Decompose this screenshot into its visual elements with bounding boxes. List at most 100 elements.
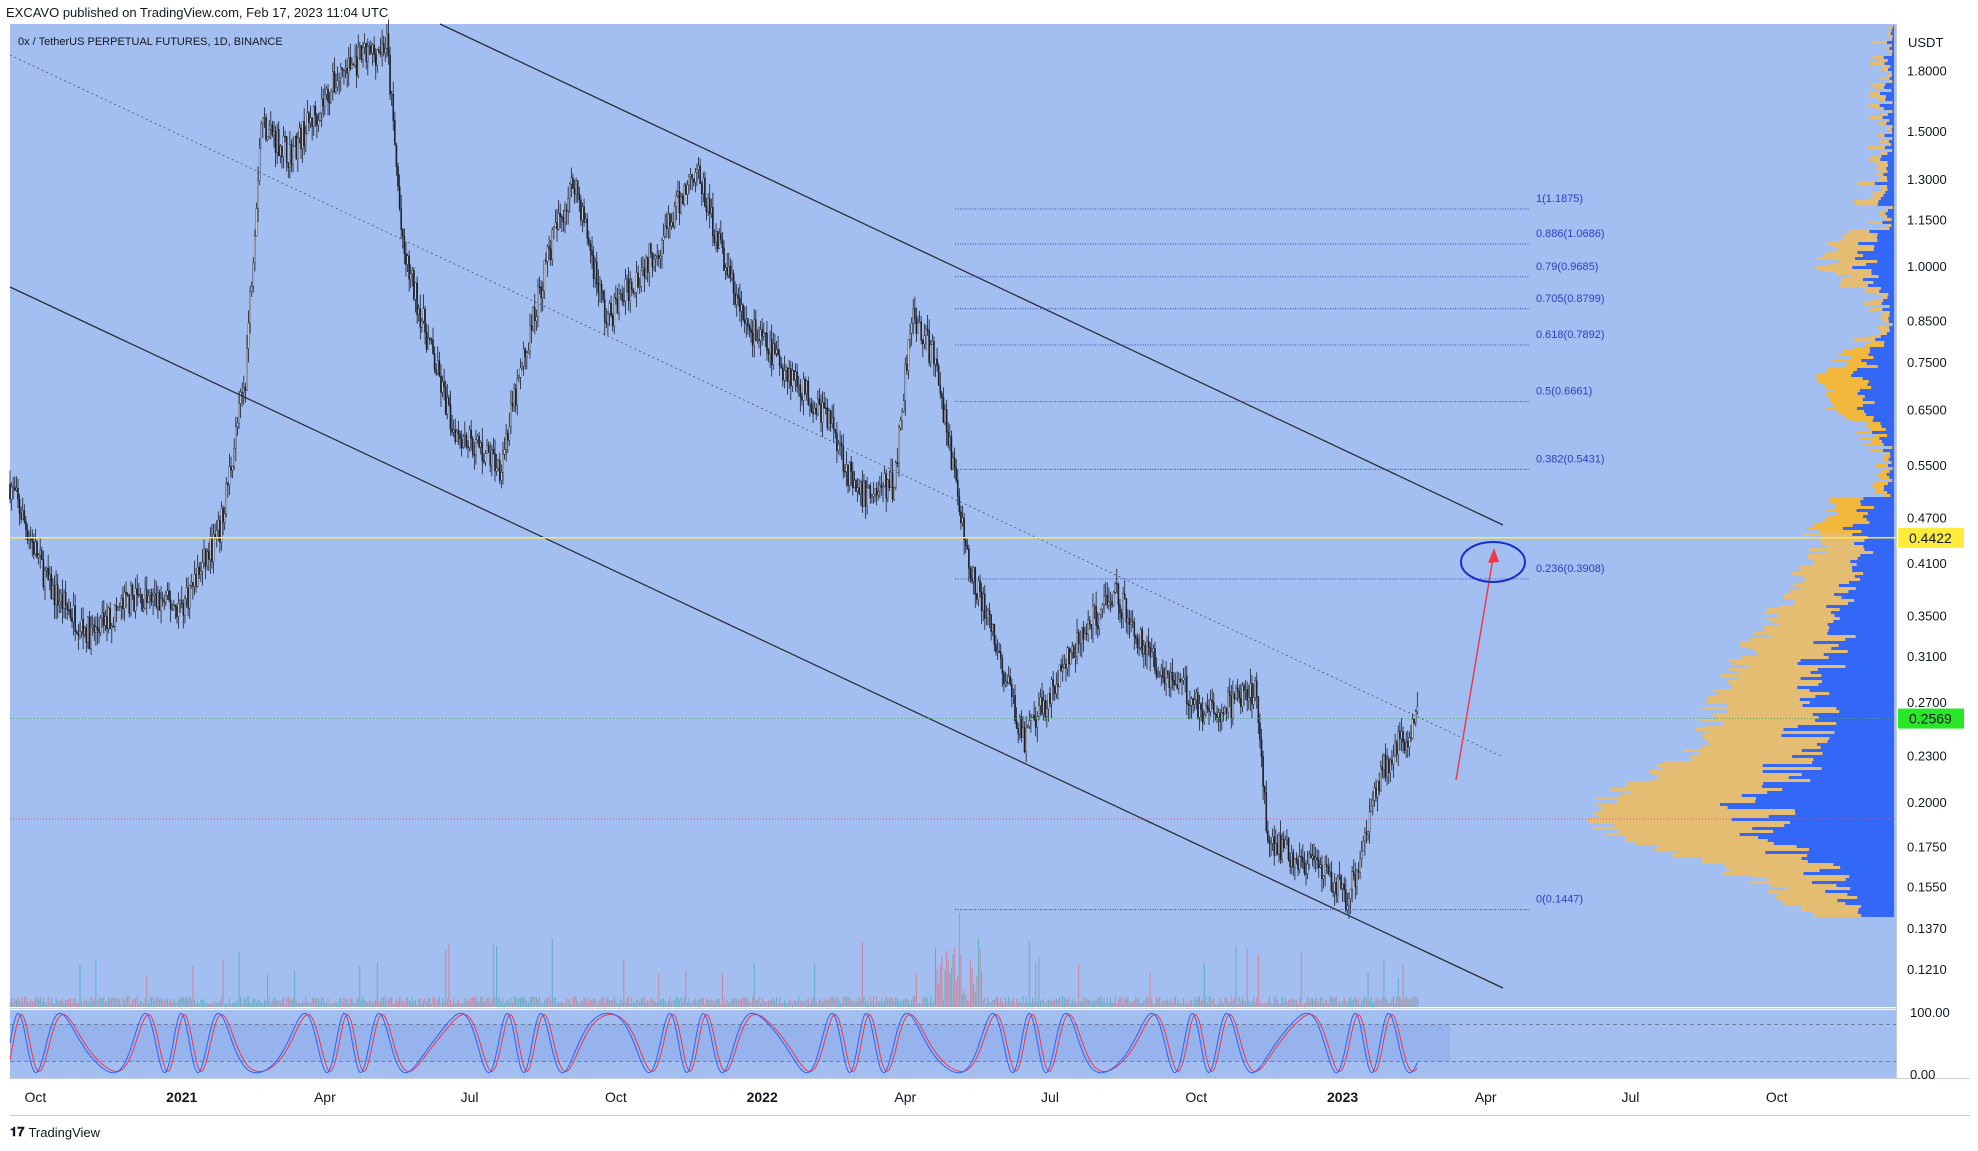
candle-body <box>133 595 135 612</box>
volume-bar <box>1372 1001 1374 1007</box>
profile-row <box>1594 827 1894 830</box>
candle-body <box>44 569 46 588</box>
candle-body <box>425 332 428 350</box>
candle-body <box>494 453 496 472</box>
volume-bar <box>628 996 630 1007</box>
profile-row-up <box>1761 785 1894 788</box>
profile-row-up <box>1801 773 1894 776</box>
profile-row <box>1836 272 1894 275</box>
volume-bar <box>419 998 421 1007</box>
volume-bar <box>395 998 397 1007</box>
profile-row <box>1770 884 1894 887</box>
candle-body <box>373 44 375 55</box>
profile-row-up <box>1831 647 1894 650</box>
volume-bar <box>90 997 92 1007</box>
profile-row-up <box>1850 560 1894 563</box>
candle-body <box>417 308 420 316</box>
candle-body <box>529 325 531 352</box>
volume-bar <box>523 997 525 1007</box>
candle-body <box>424 308 426 333</box>
profile-row <box>1870 308 1894 311</box>
candle-body <box>459 433 461 440</box>
candle-body <box>446 397 449 415</box>
volume-bar <box>271 1000 273 1007</box>
profile-row <box>1890 110 1894 113</box>
profile-row <box>1705 701 1894 704</box>
profile-row-up <box>1817 668 1894 671</box>
candle-body <box>879 484 881 492</box>
candle-body <box>470 429 472 439</box>
profile-row-up <box>1890 494 1894 497</box>
profile-row-up <box>1889 119 1894 122</box>
volume-bar <box>1415 996 1417 1007</box>
profile-row <box>1835 506 1894 509</box>
tradingview-footer[interactable]: 𝟏𝟕 TradingView <box>10 1124 100 1140</box>
volume-bar <box>1246 948 1248 1007</box>
candle-body <box>654 255 657 260</box>
volume-bar <box>125 997 127 1007</box>
candle-body <box>861 481 864 507</box>
candle-body <box>1052 679 1054 687</box>
volume-bar <box>944 969 946 1007</box>
profile-row-up <box>1889 470 1894 473</box>
candle-body <box>696 169 698 173</box>
volume-bar <box>1073 1001 1075 1007</box>
profile-row-up <box>1803 872 1894 875</box>
candle-body <box>1343 883 1345 890</box>
profile-row-up <box>1847 650 1894 653</box>
candle-body <box>1352 871 1355 876</box>
volume-bar <box>162 999 164 1007</box>
candle-body <box>282 135 285 158</box>
candle-body <box>874 488 876 495</box>
volume-bar <box>1071 998 1073 1007</box>
candle-body <box>451 428 453 433</box>
volume-bar <box>1343 997 1345 1007</box>
volume-bar <box>1253 996 1255 1007</box>
profile-row <box>1879 77 1894 80</box>
volume-bar <box>426 1001 428 1007</box>
volume-bar <box>814 963 816 1007</box>
volume-bar <box>666 1003 668 1007</box>
volume-bar <box>521 997 523 1007</box>
candle-body <box>316 114 318 126</box>
volume-bar <box>830 997 832 1007</box>
profile-row-up <box>1789 821 1894 824</box>
volume-bar <box>475 997 477 1007</box>
volume-bar <box>492 944 494 1007</box>
volume-bar <box>548 996 550 1007</box>
profile-row <box>1812 911 1894 914</box>
volume-bar <box>36 996 38 1007</box>
candle-body <box>1106 594 1109 606</box>
candle-body <box>187 587 189 609</box>
volume-bar <box>1288 999 1290 1007</box>
candle-body <box>109 607 111 630</box>
volume-bar <box>1098 997 1100 1007</box>
profile-row-up <box>1890 455 1894 458</box>
profile-row <box>1890 479 1894 482</box>
osc-band-fill <box>10 1024 1450 1062</box>
volume-bar <box>664 1000 666 1007</box>
profile-row <box>1874 491 1894 494</box>
candle-body <box>1287 837 1290 860</box>
volume-bar <box>365 1001 367 1007</box>
candle-body <box>513 388 515 407</box>
profile-row <box>1880 227 1894 230</box>
volume-bar <box>1154 1003 1156 1007</box>
candle-body <box>1252 697 1255 705</box>
profile-row-up <box>1881 302 1894 305</box>
volume-bar <box>677 997 679 1007</box>
volume-bar <box>546 998 548 1007</box>
volume-bar <box>845 996 847 1007</box>
profile-row <box>1749 638 1894 641</box>
time-tick-label: Oct <box>605 1089 627 1105</box>
volume-bar <box>1167 998 1169 1007</box>
candle-body <box>200 570 202 575</box>
volume-bar <box>236 1000 238 1007</box>
volume-bar <box>760 1003 762 1007</box>
candle-body <box>756 339 759 341</box>
profile-row <box>1879 185 1894 188</box>
volume-bar <box>831 996 833 1007</box>
volume-bar <box>262 1003 264 1007</box>
candle-body <box>1058 664 1061 687</box>
